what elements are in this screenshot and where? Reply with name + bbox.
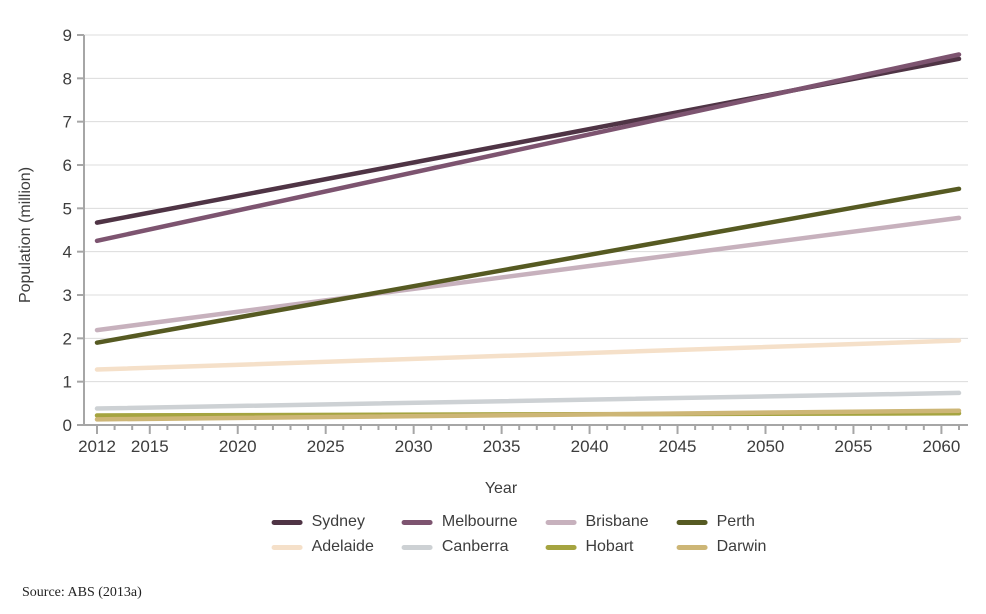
axes <box>83 35 968 426</box>
legend-swatch-icon <box>545 544 577 550</box>
gridlines <box>84 34 968 383</box>
legend-label: Brisbane <box>585 513 649 530</box>
x-tick-label: 2015 <box>131 437 169 456</box>
y-tick-label: 4 <box>63 243 72 262</box>
x-tick-label: 2040 <box>571 437 609 456</box>
x-tick-label: 2050 <box>747 437 785 456</box>
series-line-canberra <box>94 390 962 411</box>
y-tick-label: 3 <box>63 286 72 305</box>
legend-item-darwin: Darwin <box>676 538 767 556</box>
y-axis-tick-labels: 0 1 2 3 4 5 6 7 8 9 <box>63 26 72 435</box>
source-note: Source: ABS (2013a) <box>22 585 142 600</box>
x-tick-label: 2035 <box>483 437 521 456</box>
x-tick-label: 2012 <box>78 437 116 456</box>
x-tick-label: 2030 <box>395 437 433 456</box>
legend-item-melbourne: Melbourne <box>401 513 518 531</box>
series-line-adelaide <box>94 338 962 372</box>
legend-swatch-icon <box>676 544 708 550</box>
x-tick-label: 2060 <box>922 437 960 456</box>
legend-label: Melbourne <box>441 513 518 530</box>
x-tick-label: 2025 <box>307 437 345 456</box>
y-tick-label: 9 <box>63 26 72 45</box>
x-tick-label: 2045 <box>659 437 697 456</box>
legend-swatch-icon <box>401 544 433 550</box>
legend-item-brisbane: Brisbane <box>545 513 649 531</box>
y-tick-label: 2 <box>63 329 72 348</box>
legend-item-sydney: Sydney <box>271 513 374 531</box>
y-axis-ticks <box>77 34 84 426</box>
legend-swatch-icon <box>676 519 708 525</box>
series-lines <box>94 52 962 422</box>
y-tick-label: 7 <box>63 113 72 132</box>
legend-swatch-icon <box>401 519 433 525</box>
legend-label: Adelaide <box>311 538 374 555</box>
y-tick-label: 5 <box>63 199 72 218</box>
series-line-perth <box>94 186 962 345</box>
y-axis-title: Population (million) <box>17 167 34 303</box>
x-axis-ticks <box>96 425 960 434</box>
y-tick-label: 8 <box>63 69 72 88</box>
series-line-darwin <box>94 408 962 422</box>
y-tick-label: 0 <box>63 416 72 435</box>
y-tick-label: 6 <box>63 156 72 175</box>
legend-label: Hobart <box>585 538 634 555</box>
series-line-brisbane <box>94 215 962 333</box>
legend-label: Canberra <box>441 538 509 555</box>
legend-item-canberra: Canberra <box>401 538 518 556</box>
legend-item-adelaide: Adelaide <box>271 538 374 556</box>
legend-item-perth: Perth <box>676 513 767 531</box>
legend-swatch-icon <box>545 519 577 525</box>
legend-swatch-icon <box>271 519 303 525</box>
x-tick-label: 2020 <box>219 437 257 456</box>
x-tick-label: 2055 <box>835 437 873 456</box>
y-tick-label: 1 <box>63 373 72 392</box>
legend-item-hobart: Hobart <box>545 538 648 556</box>
x-axis-tick-labels: 2012 2015 2020 2025 2030 2035 2040 2045 2050 2055… <box>78 437 960 456</box>
series-line-melbourne <box>94 52 962 244</box>
legend-label: Perth <box>716 513 755 530</box>
legend-label: Sydney <box>311 513 365 530</box>
x-axis-title: Year <box>485 480 518 497</box>
legend-label: Darwin <box>716 538 767 555</box>
legend-swatch-icon <box>271 544 303 550</box>
legend: Sydney Melbourne Brisbane Perth Adelaide Canb… <box>271 513 767 556</box>
